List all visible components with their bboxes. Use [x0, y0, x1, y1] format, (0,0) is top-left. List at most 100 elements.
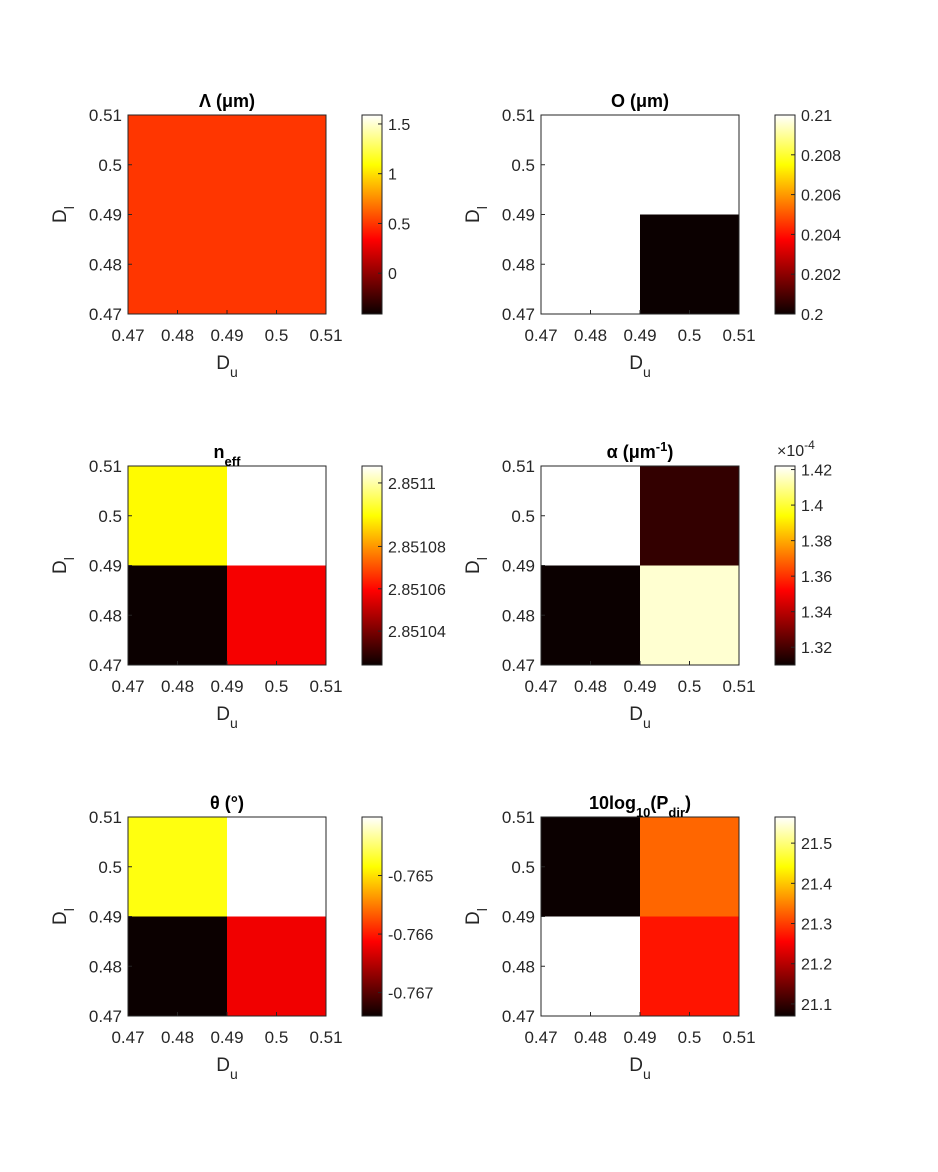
subplot-6: 0.47 0.48 0.49 0.5 0.51 0.51 0.5 0.49 0.48 0.47 10… — [463, 793, 832, 1082]
colorbar-box — [361, 114, 383, 315]
y-tick-label: 0.51 — [502, 457, 535, 476]
colorbar-tick-label: 1.36 — [801, 569, 832, 586]
subplot-2: 0.47 0.48 0.49 0.5 0.51 0.51 0.5 0.49 0.48 0.47 O … — [463, 91, 841, 380]
x-tick-label: 0.47 — [111, 1028, 144, 1047]
x-tick-label: 0.47 — [524, 326, 557, 345]
y-tick-label: 0.5 — [511, 507, 535, 526]
y-tick-label: 0.47 — [502, 1007, 535, 1026]
heatmap-cell — [128, 817, 228, 917]
heatmap-cell — [640, 115, 740, 215]
heatmap-cell — [227, 214, 327, 315]
colorbar-tick-label: 0 — [388, 266, 397, 283]
y-tick-label: 0.47 — [89, 1007, 122, 1026]
colorbar-box — [774, 465, 796, 666]
y-tick-label: 0.51 — [502, 106, 535, 125]
heatmap-cell — [541, 214, 641, 315]
y-tick-label: 0.47 — [502, 656, 535, 675]
colorbar-tick-label: 2.85108 — [388, 539, 446, 556]
heatmap-cell — [227, 916, 327, 1017]
colorbar-tick-label: 1.32 — [801, 640, 832, 657]
heatmap-cell — [541, 565, 641, 666]
colorbar — [775, 466, 795, 665]
colorbar-tick-label: 1 — [388, 167, 397, 184]
subplot-4: 0.47 0.48 0.49 0.5 0.51 0.51 0.5 0.49 0.48 0.47 α … — [463, 438, 832, 731]
x-tick-label: 0.48 — [161, 1028, 194, 1047]
heatmap-cell — [227, 115, 327, 215]
y-tick-label: 0.49 — [89, 908, 122, 927]
x-tick-label: 0.48 — [574, 1028, 607, 1047]
chart-title: 10log10(Pdir) — [589, 793, 691, 820]
heatmap-cell — [128, 115, 228, 215]
x-tick-label: 0.49 — [623, 326, 656, 345]
chart-title: θ (°) — [210, 793, 244, 813]
heatmap-cell — [640, 817, 740, 917]
y-tick-label: 0.47 — [502, 305, 535, 324]
y-axis-label: Dl — [463, 557, 490, 574]
x-tick-label: 0.51 — [722, 1028, 755, 1047]
x-tick-label: 0.5 — [265, 326, 289, 345]
x-tick-label: 0.5 — [265, 677, 289, 696]
x-tick-label: 0.51 — [309, 326, 342, 345]
x-tick-label: 0.49 — [210, 1028, 243, 1047]
x-tick-label: 0.48 — [574, 677, 607, 696]
y-axis-label: Dl — [50, 557, 77, 574]
heatmap-cell — [227, 817, 327, 917]
colorbar-tick-label: 0.208 — [801, 148, 841, 165]
heatmap-cell — [128, 916, 228, 1017]
y-axis-label: Dl — [50, 908, 77, 925]
colorbar-tick-label: 21.1 — [801, 997, 832, 1014]
x-tick-label: 0.51 — [722, 326, 755, 345]
y-tick-label: 0.48 — [502, 606, 535, 625]
chart-title: O (μm) — [611, 91, 669, 111]
colorbar-tick-label: 0.202 — [801, 267, 841, 284]
x-tick-label: 0.5 — [265, 1028, 289, 1047]
x-tick-label: 0.51 — [309, 1028, 342, 1047]
colorbar-box — [774, 816, 796, 1017]
subplot-5: 0.47 0.48 0.49 0.5 0.51 0.51 0.5 0.49 0.48 0.47 θ … — [50, 793, 433, 1082]
colorbar-tick-label: 0.2 — [801, 307, 823, 324]
x-axis-label: Du — [216, 704, 238, 731]
colorbar-tick-label: 1.42 — [801, 463, 832, 480]
y-axis-label: Dl — [463, 206, 490, 223]
x-tick-label: 0.5 — [678, 326, 702, 345]
colorbar-tick-label: 0.21 — [801, 108, 832, 125]
heatmap-cell — [640, 466, 740, 566]
subplot-1: 0.47 0.48 0.49 0.5 0.510.510.50.490.480.47Λ … — [50, 91, 410, 380]
colorbar-tick-label: 1.38 — [801, 534, 832, 551]
colorbar-tick-label: 21.2 — [801, 957, 832, 974]
colorbar-box — [774, 114, 796, 315]
heatmap-cell — [227, 466, 327, 566]
subplot-3: 0.47 0.48 0.49 0.5 0.51 0.51 0.5 0.49 0.48 0.47 ne… — [50, 442, 446, 731]
heatmap-cell — [227, 565, 327, 666]
heatmap-cell — [128, 214, 228, 315]
colorbar-tick-label: 1.34 — [801, 605, 832, 622]
y-tick-label: 0.5 — [511, 858, 535, 877]
x-tick-label: 0.5 — [678, 1028, 702, 1047]
heatmap-cell — [640, 916, 740, 1017]
colorbar-tick-label: 21.3 — [801, 917, 832, 934]
heatmap-cell — [128, 565, 228, 666]
colorbar-tick-label: 21.5 — [801, 836, 832, 853]
heatmap-cell — [541, 916, 641, 1017]
colorbar-tick-label: 0.5 — [388, 216, 410, 233]
y-axis-label: Dl — [463, 908, 490, 925]
y-tick-label: 0.47 — [89, 305, 122, 324]
colorbar — [362, 817, 382, 1016]
x-axis-label: Du — [629, 1055, 651, 1082]
y-tick-label: 0.48 — [89, 606, 122, 625]
colorbar — [775, 115, 795, 314]
y-tick-label: 0.49 — [89, 206, 122, 225]
colorbar — [775, 817, 795, 1016]
colorbar-tick-label: 1.4 — [801, 498, 823, 515]
x-tick-label: 0.5 — [678, 677, 702, 696]
y-tick-label: 0.51 — [502, 808, 535, 827]
chart-title: α (μm-1) — [607, 439, 674, 463]
heatmap-cell — [640, 565, 740, 666]
colorbar-tick-label: 0.206 — [801, 188, 841, 205]
colorbar — [362, 466, 382, 665]
colorbar — [362, 115, 382, 314]
x-tick-label: 0.47 — [111, 677, 144, 696]
colorbar-tick-label: 2.85106 — [388, 582, 446, 599]
y-tick-label: 0.49 — [502, 206, 535, 225]
